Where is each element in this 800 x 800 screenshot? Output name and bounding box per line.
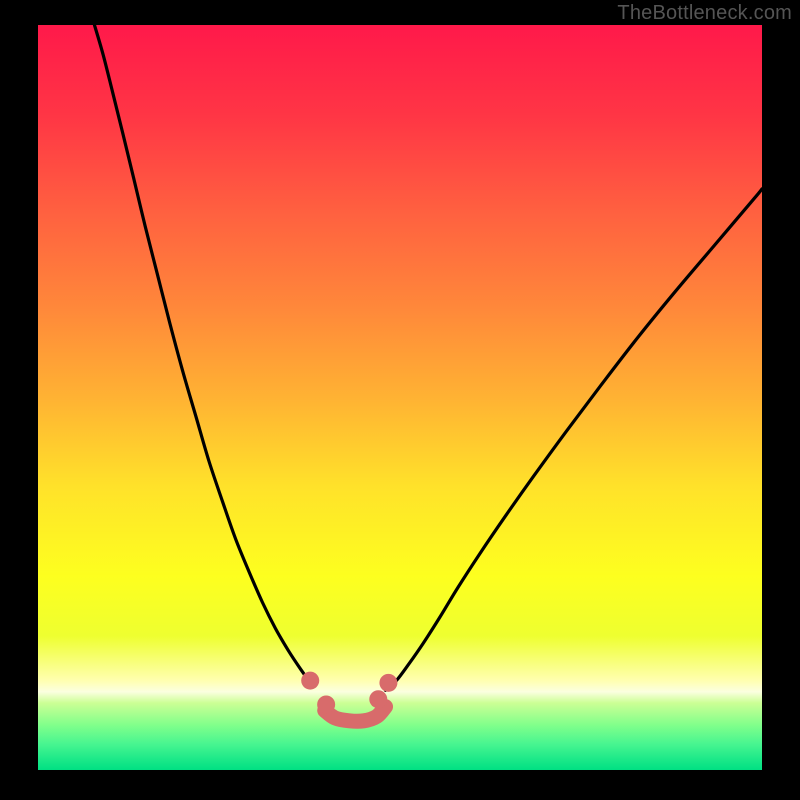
marker-dot xyxy=(301,672,319,690)
marker-dot xyxy=(317,695,335,713)
watermark-text: TheBottleneck.com xyxy=(617,2,792,25)
plot-background xyxy=(38,25,762,770)
marker-dot xyxy=(369,690,387,708)
chart-container: TheBottleneck.com xyxy=(0,0,800,800)
marker-dot xyxy=(379,674,397,692)
bottleneck-chart xyxy=(0,0,800,800)
